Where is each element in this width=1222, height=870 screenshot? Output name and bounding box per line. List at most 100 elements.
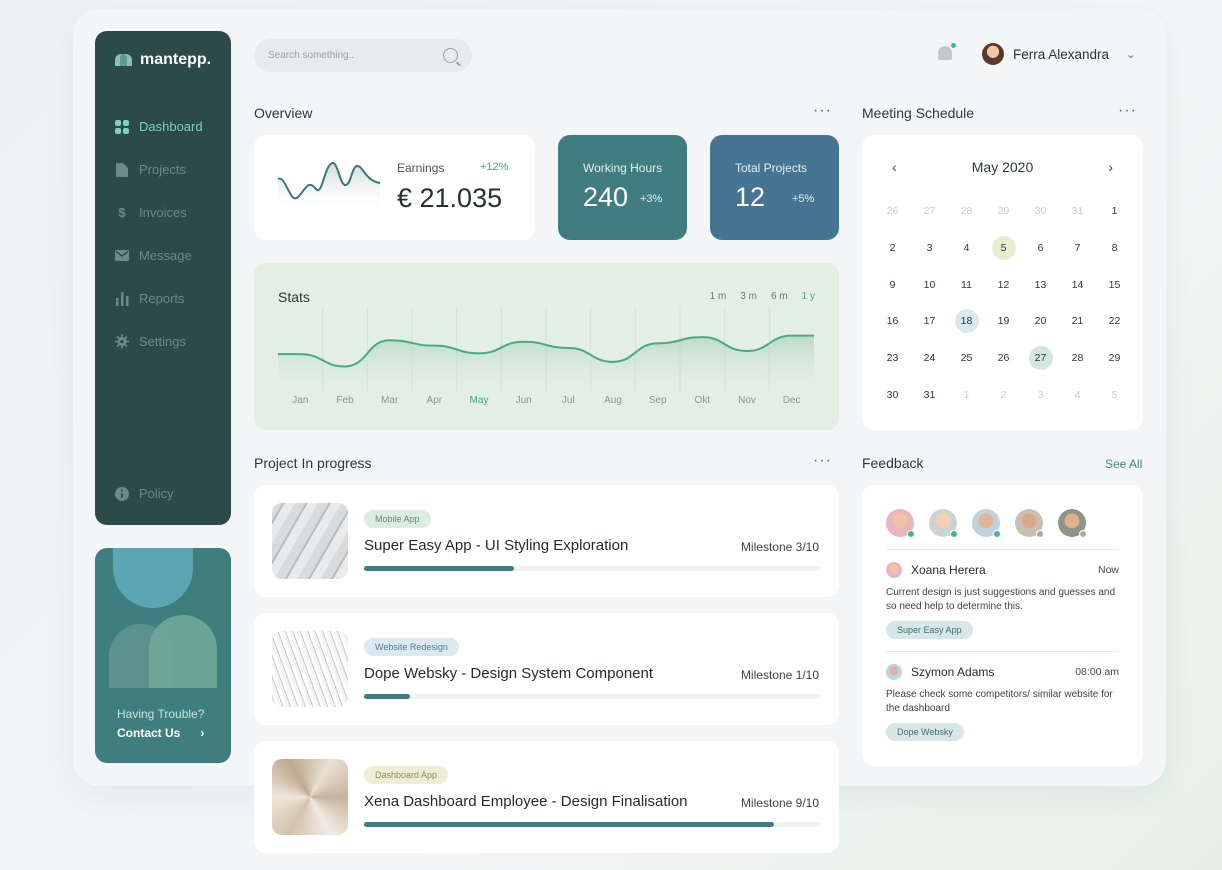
- calendar-day[interactable]: 30: [886, 388, 899, 401]
- calendar-day[interactable]: 2: [1000, 388, 1007, 401]
- calendar-day[interactable]: 5: [1111, 388, 1118, 401]
- notification-bell-icon[interactable]: [936, 43, 956, 66]
- total-projects-card[interactable]: Total Projects 12 +5%: [710, 135, 839, 240]
- project-card[interactable]: Website Redesign Dope Websky - Design Sy…: [254, 613, 839, 725]
- sidebar-nav: Dashboard Projects $ Invoices Message Re…: [115, 105, 203, 363]
- project-thumbnail: [272, 631, 348, 707]
- calendar-day[interactable]: 18: [948, 303, 985, 340]
- calendar-day[interactable]: 31: [923, 388, 936, 401]
- sidebar-item-settings[interactable]: Settings: [115, 320, 203, 363]
- feedback-item[interactable]: Szymon Adams 08:00 am Please check some …: [886, 664, 1119, 741]
- feedback-tag[interactable]: Super Easy App: [886, 621, 973, 639]
- chevron-left-icon[interactable]: ‹: [892, 159, 897, 175]
- user-menu[interactable]: Ferra Alexandra ⌄: [982, 43, 1135, 65]
- x-tick-label: Mar: [381, 395, 399, 406]
- avatar[interactable]: [886, 509, 915, 538]
- calendar-month: May 2020: [971, 159, 1034, 175]
- calendar-day[interactable]: 19: [997, 315, 1010, 328]
- calendar-day[interactable]: 7: [1074, 242, 1081, 255]
- calendar-day[interactable]: 10: [923, 278, 936, 291]
- project-milestone: Milestone 3/10: [740, 540, 819, 554]
- chevron-right-icon[interactable]: ›: [1108, 159, 1113, 175]
- avatar[interactable]: [1058, 509, 1087, 538]
- sidebar-item-message[interactable]: Message: [115, 234, 203, 277]
- calendar-day[interactable]: 5: [985, 230, 1022, 267]
- calendar-day[interactable]: 13: [1034, 278, 1047, 291]
- logo[interactable]: mantepp.: [115, 51, 211, 69]
- x-tick-label: Nov: [738, 395, 756, 406]
- search-icon[interactable]: [443, 48, 458, 63]
- project-card[interactable]: Dashboard App Xena Dashboard Employee - …: [254, 741, 839, 853]
- calendar-day[interactable]: 22: [1108, 315, 1121, 328]
- calendar-day[interactable]: 20: [1034, 315, 1047, 328]
- notification-dot: [951, 43, 956, 48]
- calendar-day[interactable]: 8: [1111, 242, 1118, 255]
- calendar-day[interactable]: 28: [1071, 352, 1084, 365]
- calendar-day[interactable]: 15: [1108, 278, 1121, 291]
- calendar-day[interactable]: 23: [886, 352, 899, 365]
- projects-more-icon[interactable]: ···: [813, 452, 832, 469]
- calendar-day[interactable]: 27: [1022, 340, 1059, 377]
- calendar-day[interactable]: 29: [1108, 352, 1121, 365]
- calendar-day[interactable]: 16: [886, 315, 899, 328]
- sidebar-item-policy[interactable]: Policy: [115, 486, 174, 501]
- calendar-day[interactable]: 4: [1074, 388, 1081, 401]
- calendar-day[interactable]: 4: [963, 242, 970, 255]
- calendar-day[interactable]: 17: [923, 315, 936, 328]
- earnings-sparkline: [277, 162, 381, 215]
- x-tick-label: May: [470, 395, 489, 406]
- calendar-day[interactable]: 6: [1037, 242, 1044, 255]
- calendar-day[interactable]: 1: [1111, 205, 1118, 218]
- feedback-time: Now: [1097, 564, 1119, 576]
- calendar-day[interactable]: 1: [963, 388, 970, 401]
- contact-us-link[interactable]: Contact Us ›: [117, 726, 204, 740]
- avatar[interactable]: [972, 509, 1001, 538]
- calendar-day[interactable]: 24: [923, 352, 936, 365]
- calendar-day[interactable]: 14: [1071, 278, 1084, 291]
- calendar-day[interactable]: 29: [997, 205, 1010, 218]
- project-card[interactable]: Mobile App Super Easy App - UI Styling E…: [254, 485, 839, 597]
- sidebar-item-projects[interactable]: Projects: [115, 148, 203, 191]
- contact-us-label: Contact Us: [117, 726, 181, 740]
- range-1y[interactable]: 1 y: [801, 291, 815, 302]
- range-1m[interactable]: 1 m: [709, 291, 727, 302]
- search-input[interactable]: Search something..: [254, 39, 472, 72]
- data-point: [433, 345, 435, 347]
- calendar-day[interactable]: 27: [923, 205, 936, 218]
- working-hours-label: Working Hours: [583, 161, 663, 175]
- calendar-day[interactable]: 28: [960, 205, 973, 218]
- calendar-day[interactable]: 26: [997, 352, 1010, 365]
- feedback-item[interactable]: Xoana Herera Now Current design is just …: [886, 562, 1119, 639]
- progress-track: [364, 694, 820, 699]
- meeting-more-icon[interactable]: ···: [1118, 102, 1137, 119]
- sidebar: mantepp. Dashboard Projects $ Invoices M…: [95, 31, 231, 525]
- offline-status: [1079, 530, 1087, 538]
- calendar-day[interactable]: 11: [961, 278, 972, 291]
- sidebar-item-dashboard[interactable]: Dashboard: [115, 105, 203, 148]
- policy-label: Policy: [139, 486, 174, 501]
- calendar-day[interactable]: 2: [889, 242, 896, 255]
- calendar-day[interactable]: 25: [960, 352, 973, 365]
- see-all-link[interactable]: See All: [1105, 457, 1143, 471]
- calendar-day[interactable]: 12: [997, 278, 1010, 291]
- project-milestone: Milestone 9/10: [740, 796, 819, 810]
- overview-more-icon[interactable]: ···: [813, 102, 832, 119]
- data-point: [746, 350, 748, 352]
- sidebar-item-reports[interactable]: Reports: [115, 277, 203, 320]
- calendar-day[interactable]: 21: [1071, 315, 1084, 328]
- sidebar-item-label: Projects: [139, 162, 186, 177]
- calendar-day[interactable]: 3: [926, 242, 933, 255]
- calendar-day[interactable]: 26: [886, 205, 899, 218]
- range-6m[interactable]: 6 m: [770, 291, 788, 302]
- feedback-tag[interactable]: Dope Websky: [886, 723, 964, 741]
- working-hours-card[interactable]: Working Hours 240 +3%: [558, 135, 687, 240]
- avatar[interactable]: [929, 509, 958, 538]
- calendar-day[interactable]: 9: [889, 278, 896, 291]
- avatar[interactable]: [1015, 509, 1044, 538]
- calendar-day[interactable]: 3: [1037, 388, 1044, 401]
- calendar-day[interactable]: 31: [1071, 205, 1084, 218]
- feedback-author: Szymon Adams: [911, 665, 995, 679]
- sidebar-item-invoices[interactable]: $ Invoices: [115, 191, 203, 234]
- calendar-day[interactable]: 30: [1034, 205, 1047, 218]
- range-3m[interactable]: 3 m: [740, 291, 757, 302]
